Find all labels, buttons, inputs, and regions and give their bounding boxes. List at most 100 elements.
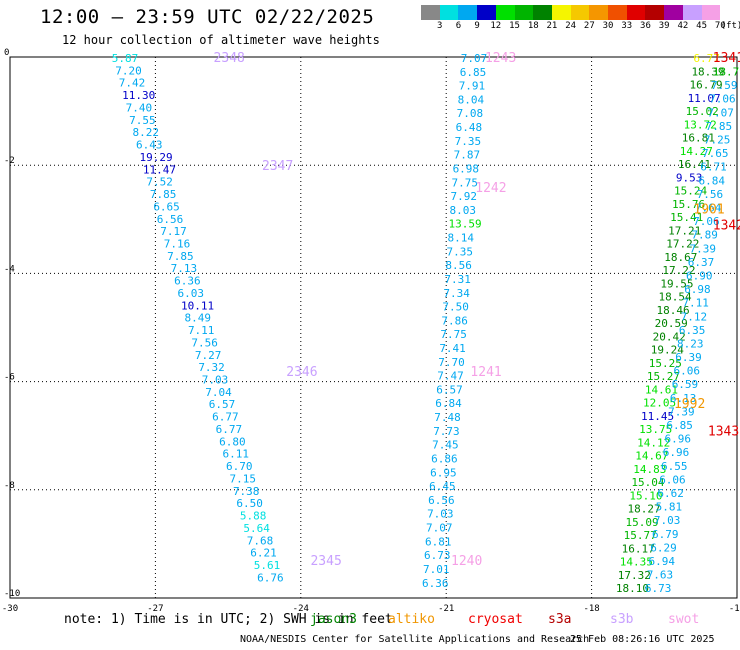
pass-label: 1342 xyxy=(713,219,740,234)
wave-height-value: 7.06 xyxy=(709,93,736,106)
wave-height-value: 13.72 xyxy=(684,118,717,131)
legend-tick-label: 15 xyxy=(509,21,520,31)
wave-height-value: 14.67 xyxy=(635,450,668,463)
wave-height-value: 7.03 xyxy=(427,508,454,521)
legend-swatch xyxy=(439,5,459,20)
wave-height-value: 7.47 xyxy=(437,370,464,383)
y-tick-label: 0 xyxy=(4,48,9,58)
wave-height-value: 7.16 xyxy=(164,237,191,250)
legend-tick-label: 45 xyxy=(696,21,707,31)
wave-height-value: 7.17 xyxy=(160,225,187,238)
wave-height-value: 5.87 xyxy=(112,52,139,65)
wave-height-value: 14.61 xyxy=(645,383,678,396)
x-tick-label: -30 xyxy=(2,604,18,614)
wave-height-value: 8.03 xyxy=(450,204,477,217)
legend-swatch xyxy=(570,5,590,20)
wave-height-value: 8.22 xyxy=(133,126,160,139)
wave-height-value: 6.35 xyxy=(679,324,706,337)
wave-height-value: 8.14 xyxy=(447,232,474,245)
legend-swatch xyxy=(533,5,552,20)
wave-height-value: 7.35 xyxy=(455,135,482,148)
wave-height-value: 6.45 xyxy=(429,480,456,493)
legend-swatch xyxy=(589,5,609,20)
wave-height-value: 15.25 xyxy=(649,357,682,370)
legend-tick-label: 70 xyxy=(714,21,726,31)
wave-height-value: 6.71 xyxy=(700,161,727,174)
wave-height-value: 7.50 xyxy=(442,301,469,314)
wave-height-value: 15.10 xyxy=(629,489,662,502)
legend-swatch xyxy=(608,5,627,20)
wave-height-value: 18.39 xyxy=(691,65,724,78)
legend-swatch xyxy=(664,5,683,20)
wave-height-value: 7.04 xyxy=(205,386,232,399)
wave-height-value: 6.84 xyxy=(435,397,462,410)
legend-tick-label: 9 xyxy=(474,21,480,31)
wave-height-value: 6.77 xyxy=(212,411,239,424)
wave-height-value: 6.85 xyxy=(666,419,693,432)
wave-height-value: 18.46 xyxy=(657,304,690,317)
wave-height-value: 11.30 xyxy=(122,89,155,102)
wave-height-value: 6.36 xyxy=(422,577,449,590)
wave-height-value: 15.76 xyxy=(672,198,705,211)
wave-height-value: 9.53 xyxy=(676,171,703,184)
wave-height-value: 11.07 xyxy=(688,92,721,105)
wave-height-value: 6.21 xyxy=(250,547,277,560)
pass-label: 1241 xyxy=(470,365,501,380)
pass-label: 2345 xyxy=(310,554,341,569)
wave-height-value: 8.49 xyxy=(184,312,211,325)
wave-height-value: 6.84 xyxy=(698,174,725,187)
wave-height-value: 6.48 xyxy=(456,121,483,134)
wave-height-value: 7.32 xyxy=(198,361,225,374)
credit-text: NOAA/NESDIS Center for Satellite Applica… xyxy=(240,634,590,645)
wave-height-value: 6.77 xyxy=(693,52,720,65)
wave-height-value: 6.62 xyxy=(657,487,684,500)
generated-timestamp: 25 Feb 08:26:16 UTC 2025 xyxy=(570,634,715,645)
legend-tick-label: 39 xyxy=(658,21,670,31)
wave-height-value: 7.52 xyxy=(146,176,173,189)
wave-height-value: 6.06 xyxy=(659,473,686,486)
wave-height-value: 7.65 xyxy=(702,147,729,160)
wave-height-value: 7.06 xyxy=(693,215,720,228)
wave-height-value: 7.91 xyxy=(459,80,486,93)
wave-height-value: 5.88 xyxy=(240,510,267,523)
x-tick-label: -27 xyxy=(147,604,163,614)
wave-height-value: 7.56 xyxy=(191,336,218,349)
wave-height-value: 18.79 xyxy=(713,66,740,79)
wave-height-value: 6.96 xyxy=(665,433,692,446)
wave-height-value: 16.41 xyxy=(678,158,711,171)
footer-note: note: 1) Time is in UTC; 2) SWH is in fe… xyxy=(64,612,393,627)
legend-swatch xyxy=(720,5,739,20)
wave-height-value: 6.77 xyxy=(216,423,243,436)
wave-height-value: 7.63 xyxy=(647,569,674,582)
wave-height-value: 11.47 xyxy=(143,163,176,176)
legend-tick-label: 42 xyxy=(677,21,689,31)
wave-height-value: 17.22 xyxy=(666,238,699,251)
wave-height-value: 6.90 xyxy=(686,269,713,282)
wave-height-value: 15.24 xyxy=(674,185,707,198)
wave-height-value: 7.20 xyxy=(115,64,142,77)
wave-height-value: 8.04 xyxy=(458,93,485,106)
wave-height-value: 14.27 xyxy=(680,145,713,158)
wave-height-value: 6.73 xyxy=(645,582,672,595)
wave-height-value: 6.56 xyxy=(157,213,184,226)
wave-height-value: 12.05 xyxy=(643,397,676,410)
wave-height-value: 19.24 xyxy=(651,344,684,357)
wave-height-value: 7.08 xyxy=(457,107,484,120)
pass-label: 1992 xyxy=(674,397,705,412)
wave-height-value: 20.59 xyxy=(655,317,688,330)
wave-height-value: 6.80 xyxy=(219,435,246,448)
pass-label: 1240 xyxy=(451,554,482,569)
wave-height-value: 6.55 xyxy=(661,460,688,473)
wave-height-value: 19.29 xyxy=(139,151,172,164)
wave-height-value: 7.07 xyxy=(461,52,488,65)
wave-height-value: 7.92 xyxy=(451,190,478,203)
legend-unit-label: (ft) xyxy=(720,21,740,31)
y-tick-label: -8 xyxy=(4,481,15,491)
wave-height-value: 18.67 xyxy=(664,251,697,264)
y-tick-label: -6 xyxy=(4,373,15,383)
wave-height-value: 13.75 xyxy=(639,423,672,436)
y-tick-label: -10 xyxy=(4,589,20,599)
wave-height-value: 16.17 xyxy=(622,542,655,555)
legend-swatch xyxy=(645,5,665,20)
wave-height-value: 6.57 xyxy=(209,398,236,411)
